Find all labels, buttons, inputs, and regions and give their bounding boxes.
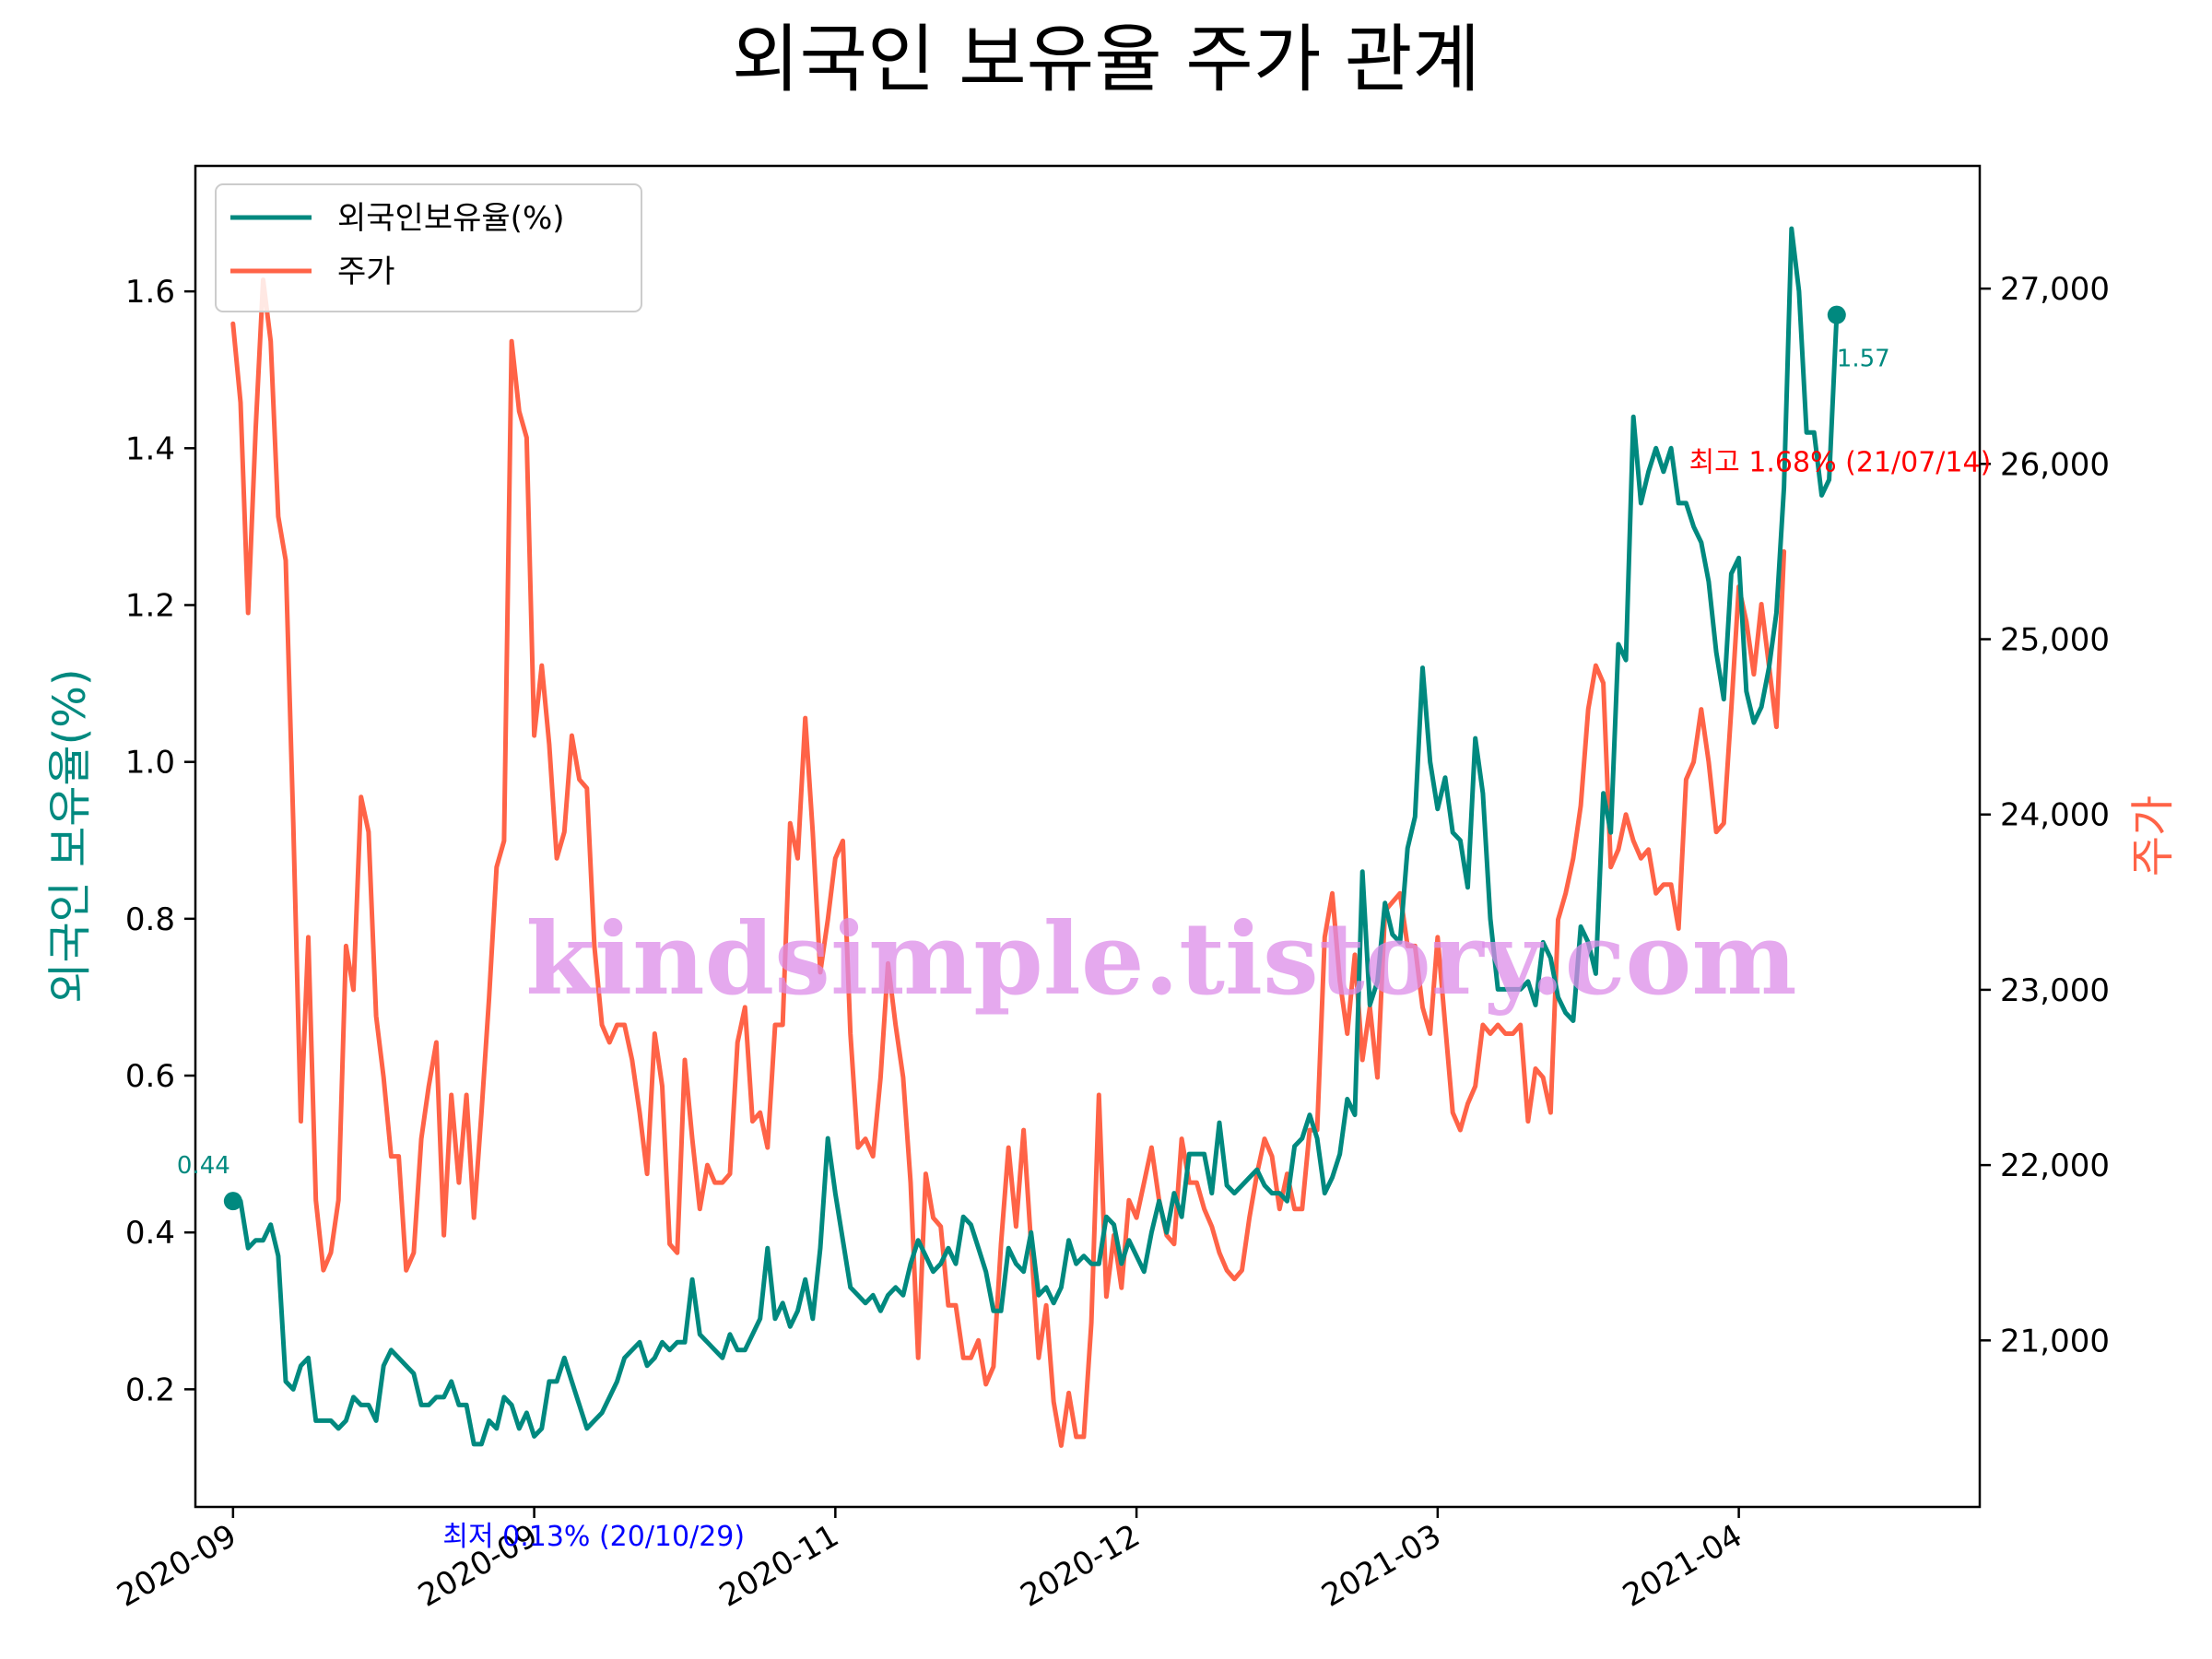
left-y-tick-label: 1.4 — [125, 430, 175, 467]
x-axis: 2020-09 2020-09 2020-11 2020-12 2021-03 2021-… — [111, 1507, 1748, 1615]
left-y-tick-label: 0.8 — [125, 901, 175, 938]
start-value-label: 0.44 — [177, 1152, 230, 1180]
right-y-tick-label: 22,000 — [2000, 1147, 2110, 1184]
right-y-axis-title: 주가 — [2127, 795, 2179, 877]
right-y-tick-label: 25,000 — [2000, 622, 2110, 659]
chart-title: 외국인 보유율 주가 관계 — [732, 17, 1480, 102]
right-y-axis: 21,000 22,000 23,000 24,000 25,000 26,000 27,0… — [1980, 271, 2110, 1359]
left-y-tick-label: 0.6 — [125, 1058, 175, 1095]
annotations: 0.44 1.57 최고 1.68% (21/07/14) 최저 0.13% (… — [177, 305, 1992, 1553]
left-y-tick-label: 1.0 — [125, 745, 175, 782]
x-tick-label: 2020-09 — [111, 1517, 242, 1615]
x-tick-label: 2021-03 — [1315, 1517, 1447, 1615]
end-point-marker — [1827, 305, 1846, 324]
x-tick-label: 2021-04 — [1617, 1517, 1748, 1615]
right-y-tick-label: 24,000 — [2000, 797, 2110, 834]
right-y-tick-label: 26,000 — [2000, 446, 2110, 483]
min-annotation: 최저 0.13% (20/10/29) — [442, 1521, 745, 1553]
watermark-text: kindsimple.tistory.com — [525, 901, 1796, 1018]
left-y-tick-label: 0.4 — [125, 1215, 175, 1252]
left-y-axis-title: 외국인 보유율(%) — [44, 668, 96, 1003]
left-y-tick-label: 1.6 — [125, 274, 175, 311]
series-line-foreign-ownership — [230, 226, 1840, 1447]
left-y-tick-label: 0.2 — [125, 1371, 175, 1408]
start-point-marker — [223, 1192, 242, 1211]
legend-box — [215, 183, 642, 312]
right-y-tick-label: 21,000 — [2000, 1323, 2110, 1359]
end-value-label: 1.57 — [1837, 346, 1890, 373]
legend: 외국인보유율(%) 주가 — [215, 183, 642, 312]
left-y-tick-label: 1.2 — [125, 587, 175, 624]
right-y-tick-label: 23,000 — [2000, 972, 2110, 1009]
right-y-tick-label: 27,000 — [2000, 271, 2110, 308]
series-line-stock-price — [230, 277, 1787, 1448]
legend-label-stock-price: 주가 — [337, 253, 395, 290]
series-lines — [230, 226, 1840, 1448]
x-tick-label: 2020-12 — [1015, 1517, 1147, 1615]
left-y-axis: 0.2 0.4 0.6 0.8 1.0 1.2 1.4 1.6 — [125, 274, 195, 1408]
plot-frame — [194, 164, 1982, 1509]
legend-label-foreign-ownership: 외국인보유율(%) — [337, 200, 565, 237]
max-annotation: 최고 1.68% (21/07/14) — [1689, 446, 1992, 478]
